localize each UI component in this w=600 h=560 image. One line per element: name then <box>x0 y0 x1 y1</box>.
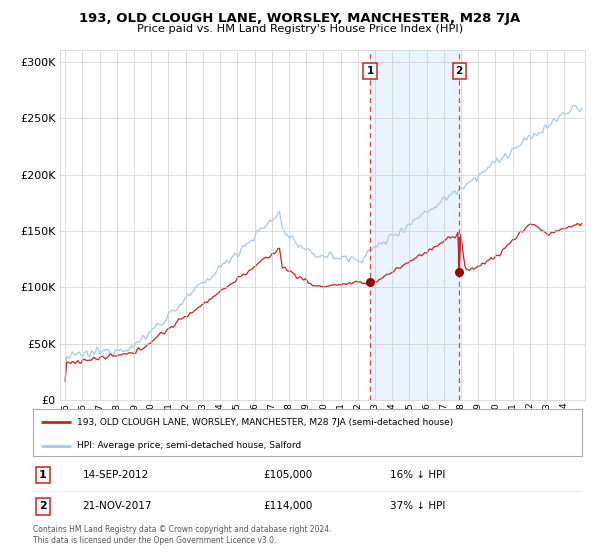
Text: 37% ↓ HPI: 37% ↓ HPI <box>390 501 445 511</box>
Text: 2: 2 <box>455 66 463 76</box>
Text: 1: 1 <box>39 470 47 480</box>
Text: £114,000: £114,000 <box>263 501 313 511</box>
Text: Price paid vs. HM Land Registry's House Price Index (HPI): Price paid vs. HM Land Registry's House … <box>137 24 463 34</box>
Text: 2: 2 <box>39 501 47 511</box>
Text: HPI: Average price, semi-detached house, Salford: HPI: Average price, semi-detached house,… <box>77 441 301 450</box>
Text: 193, OLD CLOUGH LANE, WORSLEY, MANCHESTER, M28 7JA: 193, OLD CLOUGH LANE, WORSLEY, MANCHESTE… <box>79 12 521 25</box>
Bar <box>370 50 459 400</box>
Text: 21-NOV-2017: 21-NOV-2017 <box>82 501 152 511</box>
Text: 14-SEP-2012: 14-SEP-2012 <box>82 470 149 480</box>
Text: 1: 1 <box>367 66 374 76</box>
Text: Contains HM Land Registry data © Crown copyright and database right 2024.
This d: Contains HM Land Registry data © Crown c… <box>33 525 331 545</box>
Text: £105,000: £105,000 <box>263 470 313 480</box>
Text: 193, OLD CLOUGH LANE, WORSLEY, MANCHESTER, M28 7JA (semi-detached house): 193, OLD CLOUGH LANE, WORSLEY, MANCHESTE… <box>77 418 453 427</box>
Text: 16% ↓ HPI: 16% ↓ HPI <box>390 470 445 480</box>
